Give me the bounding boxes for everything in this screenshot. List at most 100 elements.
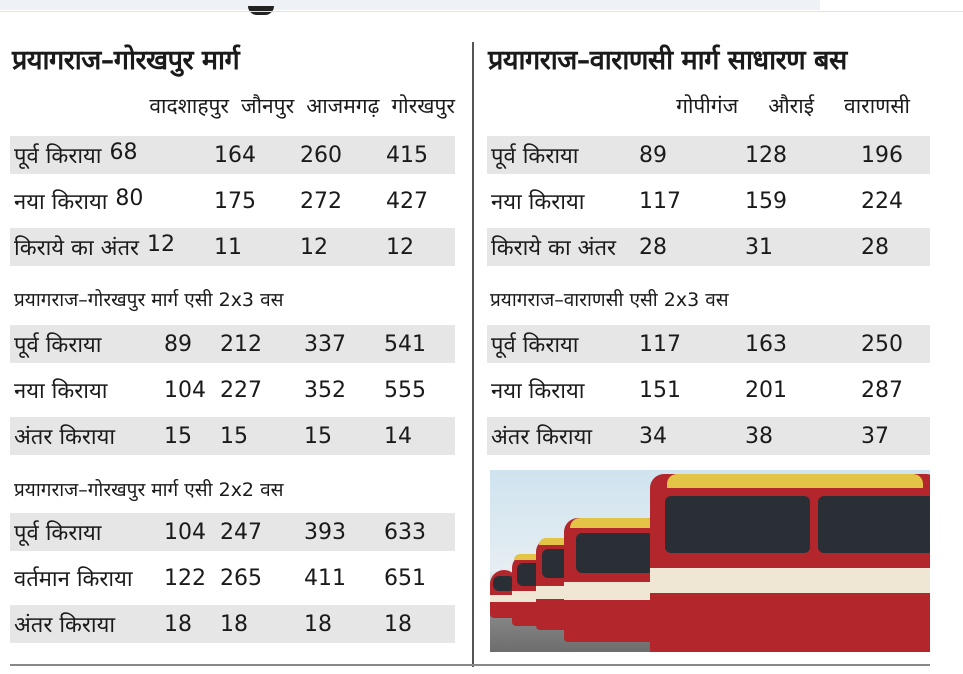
row-label: वर्तमान किराया <box>14 567 133 592</box>
fare-value: 212 <box>220 331 262 357</box>
table-row: नया किराया 80 175 272 427 <box>10 182 455 220</box>
fare-value: 164 <box>214 142 256 168</box>
fare-value: 415 <box>386 142 428 168</box>
table-row: पूर्व किराया 104 247 393 633 <box>10 513 455 551</box>
top-divider <box>0 11 963 12</box>
fare-value: 151 <box>639 377 681 403</box>
subsection-title: प्रयागराज–गोरखपुर मार्ग एसी 2x2 वस <box>14 479 284 501</box>
column-header: औराई <box>768 94 815 118</box>
fare-value: 651 <box>384 565 426 591</box>
table-row: नया किराया 104 227 352 555 <box>10 371 455 409</box>
fare-value: 117 <box>639 331 681 357</box>
row-label: पूर्व किराया <box>491 333 579 358</box>
fare-value: 117 <box>639 188 681 214</box>
fare-value: 247 <box>220 519 262 545</box>
row-label: किराये का अंतर <box>14 236 139 261</box>
fare-value: 163 <box>745 331 787 357</box>
fare-value: 250 <box>861 331 903 357</box>
fare-value: 411 <box>304 565 346 591</box>
column-header: गोरखपुर <box>391 94 455 118</box>
table-row: पूर्व किराया 117 163 250 <box>487 325 930 363</box>
fare-value: 15 <box>164 423 192 449</box>
fare-value: 89 <box>639 142 667 168</box>
fare-value: 15 <box>304 423 332 449</box>
fare-value: 159 <box>745 188 787 214</box>
fare-value: 427 <box>386 188 428 214</box>
fare-value: 128 <box>745 142 787 168</box>
row-label: अंतर किराया <box>14 613 116 638</box>
fare-value: 37 <box>861 423 889 449</box>
fare-value: 393 <box>304 519 346 545</box>
column-header: आजमगढ़ <box>306 94 380 118</box>
top-strip <box>0 0 820 10</box>
fare-value: 38 <box>745 423 773 449</box>
fare-value: 541 <box>384 331 426 357</box>
fare-value: 14 <box>384 423 412 449</box>
fare-value: 272 <box>300 188 342 214</box>
row-label-group: पूर्व किराया 68 <box>14 140 214 170</box>
row-label: अंतर किराया <box>491 425 593 450</box>
fare-value: 227 <box>220 377 262 403</box>
fare-value: 104 <box>164 377 206 403</box>
row-label: पूर्व किराया <box>14 521 102 546</box>
fare-value: 201 <box>745 377 787 403</box>
subsection-title: प्रयागराज–गोरखपुर मार्ग एसी 2x3 वस <box>14 289 284 311</box>
row-label-group: किराये का अंतर 12 <box>14 232 214 262</box>
bottom-divider <box>10 664 930 666</box>
subsection-title: प्रयागराज–वाराणसी एसी 2x3 वस <box>490 289 729 311</box>
row-label: पूर्व किराया <box>14 333 102 358</box>
row-label: अंतर किराया <box>14 425 116 450</box>
row-label: किराये का अंतर <box>491 236 616 261</box>
fare-value: 337 <box>304 331 346 357</box>
fare-value: 18 <box>164 611 192 637</box>
fare-value: 34 <box>639 423 667 449</box>
column-divider <box>472 42 474 667</box>
fare-value: 18 <box>304 611 332 637</box>
section-title: प्रयागराज–गोरखपुर मार्ग <box>12 45 240 76</box>
column-header: जौनपुर <box>241 94 295 118</box>
table-row: नया किराया 117 159 224 <box>487 182 930 220</box>
table-row: नया किराया 151 201 287 <box>487 371 930 409</box>
fare-value: 555 <box>384 377 426 403</box>
table-row: अंतर किराया 15 15 15 14 <box>10 417 455 455</box>
row-label: नया किराया <box>491 190 585 215</box>
table-row: पूर्व किराया 68 164 260 415 <box>10 136 455 174</box>
fare-value: 104 <box>164 519 206 545</box>
fare-value: 175 <box>214 188 256 214</box>
fare-value: 633 <box>384 519 426 545</box>
fare-value: 28 <box>639 234 667 260</box>
column-headers: वादशाहपुर जौनपुर आजमगढ़ गोरखपुर <box>14 92 455 120</box>
column-header: वादशाहपुर <box>149 94 229 118</box>
row-label: नया किराया <box>14 379 108 404</box>
fare-value: 196 <box>861 142 903 168</box>
fare-value: 28 <box>861 234 889 260</box>
row-label-group: नया किराया 80 <box>14 186 214 216</box>
fare-value: 89 <box>164 331 192 357</box>
fare-value: 122 <box>164 565 206 591</box>
fare-value: 224 <box>861 188 903 214</box>
fare-value: 15 <box>220 423 248 449</box>
section-title: प्रयागराज–वाराणसी मार्ग साधारण बस <box>488 45 847 76</box>
bus-photo <box>490 470 930 652</box>
fare-value: 31 <box>745 234 773 260</box>
fare-value: 18 <box>220 611 248 637</box>
clipped-heading-fragment <box>248 6 274 15</box>
row-label: पूर्व किराया <box>14 144 102 169</box>
table-row: किराये का अंतर 28 31 28 <box>487 228 930 266</box>
row-label: नया किराया <box>14 190 108 215</box>
fare-value: 68 <box>109 140 138 165</box>
fare-value: 12 <box>146 232 175 257</box>
column-header: वाराणसी <box>844 94 910 118</box>
fare-value: 12 <box>300 234 328 260</box>
fare-value: 80 <box>115 186 144 211</box>
fare-value: 12 <box>386 234 414 260</box>
row-label: पूर्व किराया <box>491 144 579 169</box>
fare-value: 260 <box>300 142 342 168</box>
fare-value: 11 <box>214 234 242 260</box>
table-row: पूर्व किराया 89 212 337 541 <box>10 325 455 363</box>
table-row: अंतर किराया 34 38 37 <box>487 417 930 455</box>
table-row: किराये का अंतर 12 11 12 12 <box>10 228 455 266</box>
column-headers: गोपीगंज औराई वाराणसी <box>490 92 910 120</box>
fare-value: 18 <box>384 611 412 637</box>
fare-value: 352 <box>304 377 346 403</box>
